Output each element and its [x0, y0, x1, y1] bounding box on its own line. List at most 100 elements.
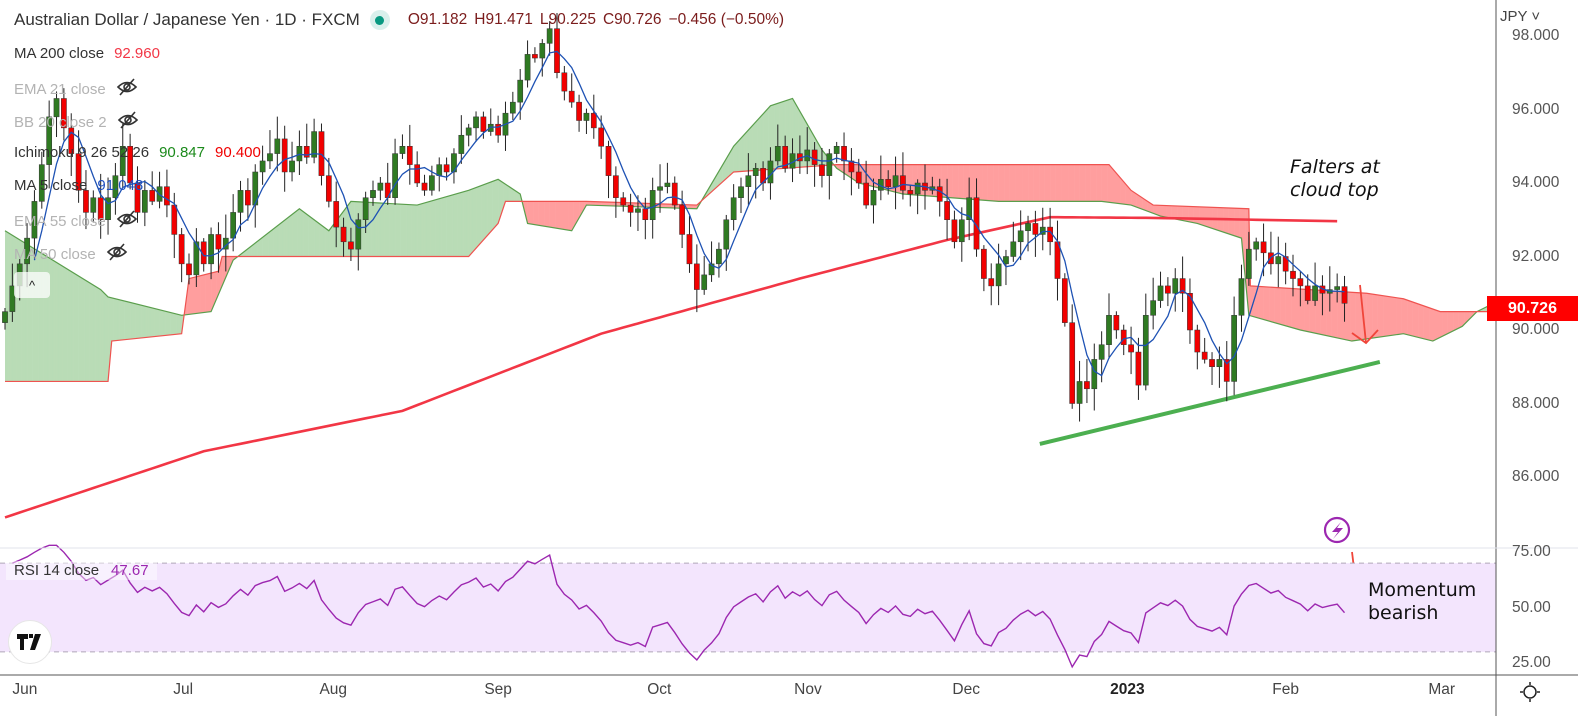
- legend-item[interactable]: MA 200 close 92.960: [14, 45, 160, 62]
- cloud-segment: [476, 186, 479, 249]
- market-status-icon[interactable]: [369, 10, 390, 30]
- candle-body: [370, 190, 376, 198]
- cloud-segment: [569, 201, 573, 231]
- candle: [966, 177, 973, 241]
- candle-body: [870, 190, 877, 206]
- candle: [546, 21, 553, 56]
- candle: [1069, 304, 1076, 409]
- candle: [245, 178, 251, 221]
- tradingview-logo[interactable]: [8, 620, 52, 664]
- cloud-segment: [763, 111, 766, 170]
- chart-header: Australian Dollar / Japanese Yen · 1D · …: [14, 10, 784, 30]
- cloud-segment: [269, 230, 273, 257]
- high-value: H91.471: [474, 11, 533, 28]
- collapse-legend-button[interactable]: ^: [14, 272, 50, 298]
- cloud-segment: [402, 204, 405, 257]
- cloud-segment: [1167, 205, 1171, 218]
- span-b-line: [5, 164, 1500, 383]
- cloud-segment: [165, 311, 168, 336]
- cloud-segment: [731, 146, 734, 174]
- candle: [1179, 256, 1186, 313]
- candle-body: [664, 182, 671, 187]
- cloud-segment: [1035, 164, 1038, 202]
- legend-item[interactable]: EMA 21 close: [14, 78, 138, 100]
- candle-body: [532, 54, 538, 59]
- candle-body: [1216, 359, 1223, 367]
- time-tick-label: Sep: [484, 681, 512, 698]
- legend-item[interactable]: MA 50 close: [14, 243, 128, 265]
- candle: [473, 111, 479, 142]
- legend-item[interactable]: EMA 55 close: [14, 210, 138, 232]
- legend-item-value: 91.048: [97, 177, 144, 194]
- cloud-segment: [52, 260, 55, 382]
- cloud-segment: [268, 231, 271, 257]
- cloud-segment: [1083, 164, 1086, 202]
- cloud-segment: [376, 202, 379, 257]
- legend-item-name: Ichimoku 9 26 52 26: [14, 144, 150, 161]
- cloud-segment: [663, 203, 666, 208]
- candle: [738, 177, 744, 213]
- candle: [362, 191, 369, 234]
- eye-crossed-icon[interactable]: [117, 111, 139, 133]
- cloud-segment: [1020, 164, 1023, 202]
- cloud-segment: [1351, 292, 1355, 342]
- candle-body: [833, 146, 840, 154]
- cloud-segment: [428, 201, 431, 257]
- cloud-segment: [1423, 305, 1426, 340]
- candle-body: [1238, 278, 1245, 316]
- symbol-title[interactable]: Australian Dollar / Japanese Yen · 1D · …: [14, 10, 360, 29]
- currency-selector[interactable]: JPY ˅: [1500, 8, 1541, 25]
- candle: [605, 140, 612, 199]
- cloud-segment: [419, 204, 422, 257]
- legend-item-name: MA 200 close: [14, 45, 105, 62]
- cloud-segment: [1151, 203, 1154, 214]
- legend-item[interactable]: BB 20 close 2: [14, 111, 139, 133]
- cloud-segment: [579, 201, 582, 218]
- cloud-segment: [1051, 164, 1055, 202]
- cloud-segment: [332, 223, 335, 257]
- eye-crossed-icon[interactable]: [116, 78, 138, 100]
- legend-item[interactable]: MA 5 close 91.048: [14, 177, 143, 194]
- cloud-segment: [757, 117, 760, 171]
- cloud-segment: [1175, 205, 1178, 220]
- cloud-segment: [867, 164, 871, 186]
- lightning-icon[interactable]: [1323, 516, 1351, 544]
- cloud-segment: [1169, 205, 1172, 219]
- cloud-segment: [166, 311, 170, 336]
- cloud-segment: [1177, 205, 1180, 220]
- cloud-segment: [890, 164, 893, 192]
- cloud-segment: [60, 264, 63, 382]
- candle-body: [171, 204, 178, 235]
- candle: [532, 47, 538, 63]
- rsi-legend[interactable]: RSI 14 close 47.67: [6, 561, 157, 580]
- cloud-segment: [972, 164, 975, 200]
- candle: [1172, 268, 1179, 312]
- cloud-segment: [591, 201, 595, 206]
- cloud-segment: [545, 201, 549, 227]
- time-tick-label: Feb: [1272, 681, 1299, 698]
- ma200-path: [4, 215, 1338, 519]
- annotation-cloud: Falters at cloud top: [1290, 156, 1380, 202]
- candle-body: [620, 197, 627, 206]
- cloud-segment: [1197, 206, 1200, 225]
- candle-body: [1039, 226, 1046, 235]
- eye-crossed-icon[interactable]: [106, 243, 128, 265]
- candle: [752, 163, 759, 199]
- eye-crossed-icon[interactable]: [116, 210, 138, 232]
- cloud-segment: [1346, 291, 1349, 341]
- candle-body: [936, 186, 943, 202]
- cloud-segment: [1373, 294, 1377, 338]
- cloud-segment: [463, 191, 466, 257]
- candle-body: [1076, 381, 1083, 404]
- settings-icon[interactable]: [1520, 682, 1540, 702]
- price-tick-label: 92.000: [1512, 247, 1560, 265]
- trendline-path: [1039, 360, 1381, 446]
- legend-item[interactable]: Ichimoku 9 26 52 26 90.847 90.400: [14, 144, 261, 161]
- candle-body: [745, 175, 752, 187]
- candle-body: [1253, 241, 1260, 250]
- cloud-segment: [963, 164, 966, 199]
- cloud-segment: [547, 201, 550, 228]
- cloud-segment: [1134, 192, 1137, 208]
- cloud-segment: [527, 201, 530, 224]
